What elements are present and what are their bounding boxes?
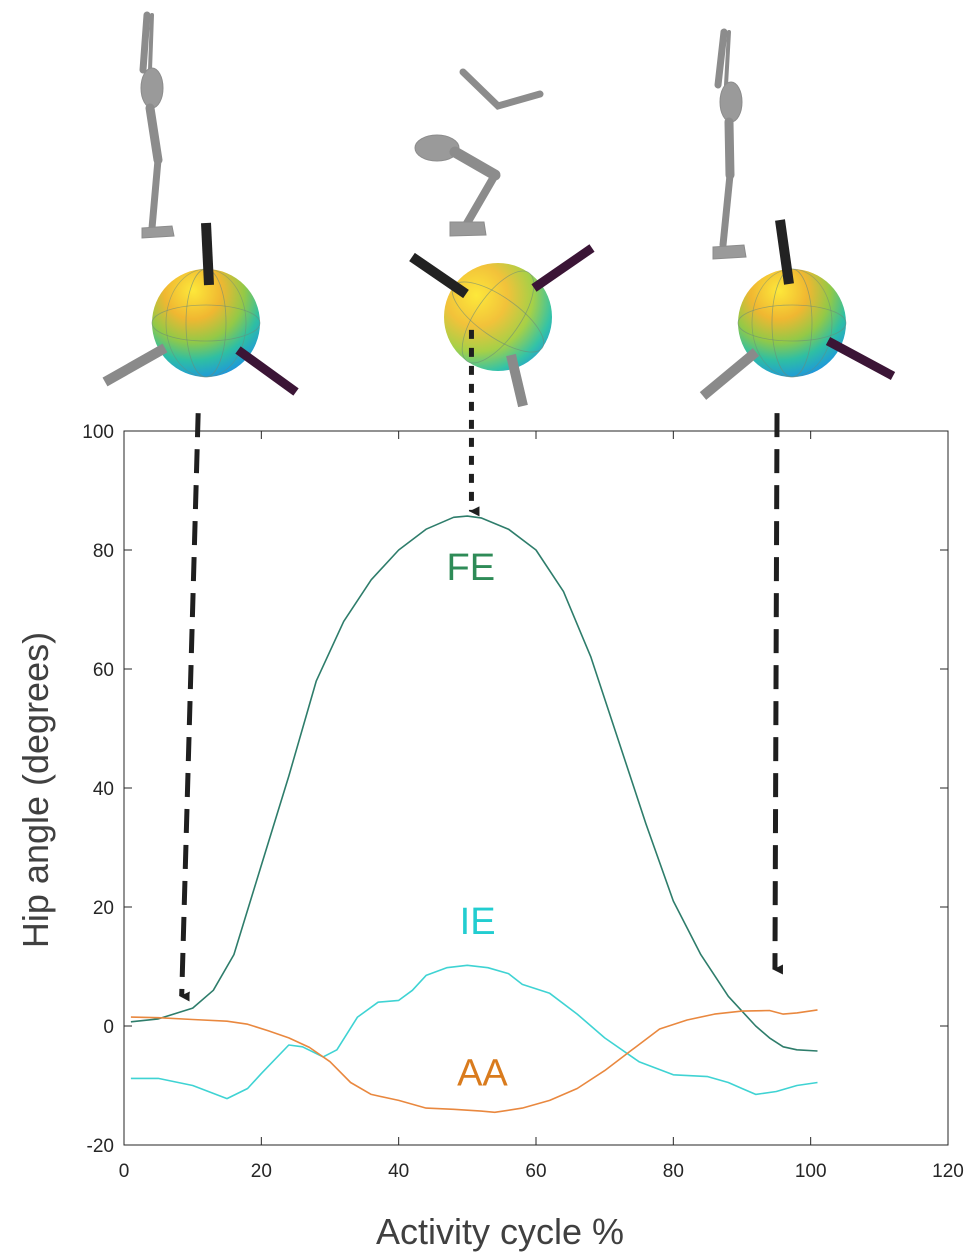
series-label-aa: AA: [457, 1053, 508, 1095]
x-tick-label: 60: [525, 1161, 546, 1182]
skeleton-standing-end: [712, 28, 747, 260]
joint-sphere-mid: [409, 244, 595, 408]
y-tick-label: 40: [93, 779, 114, 800]
joint-sphere-end: [699, 219, 896, 400]
joint-sphere-start: [102, 222, 299, 396]
x-axis-label: Activity cycle %: [376, 1211, 624, 1252]
y-tick-label: 60: [93, 660, 114, 681]
x-tick-label: 100: [795, 1161, 827, 1182]
y-tick-label: 20: [93, 898, 114, 919]
y-axis-label: Hip angle (degrees): [15, 632, 56, 948]
y-tick-label: 80: [93, 541, 114, 562]
x-tick-label: 120: [932, 1161, 964, 1182]
annotation-arrow-3: [772, 413, 783, 975]
series-line-fe: [130, 515, 818, 1052]
series-labels: FE IE AA: [446, 547, 508, 1095]
series-label-fe: FE: [446, 547, 495, 589]
series-line-ie: [130, 964, 818, 1100]
series-lines: [130, 515, 818, 1114]
y-tick-label: 0: [103, 1017, 114, 1038]
plot-frame: [123, 430, 949, 1146]
annotation-arrows: [179, 329, 783, 1002]
x-tick-label: 20: [251, 1161, 272, 1182]
x-tick-label: 80: [663, 1161, 684, 1182]
y-tick-label: -20: [87, 1136, 114, 1157]
annotation-arrow-1: [179, 413, 201, 1002]
series-line-aa: [130, 1009, 818, 1114]
skeleton-squat-mid: [414, 68, 544, 237]
series-label-ie: IE: [460, 901, 496, 943]
y-tick-label: 100: [82, 422, 114, 443]
x-tick-label: 40: [388, 1161, 409, 1182]
x-tick-label: 0: [119, 1161, 130, 1182]
illustrations: [102, 11, 896, 408]
skeleton-standing-start: [139, 11, 175, 239]
